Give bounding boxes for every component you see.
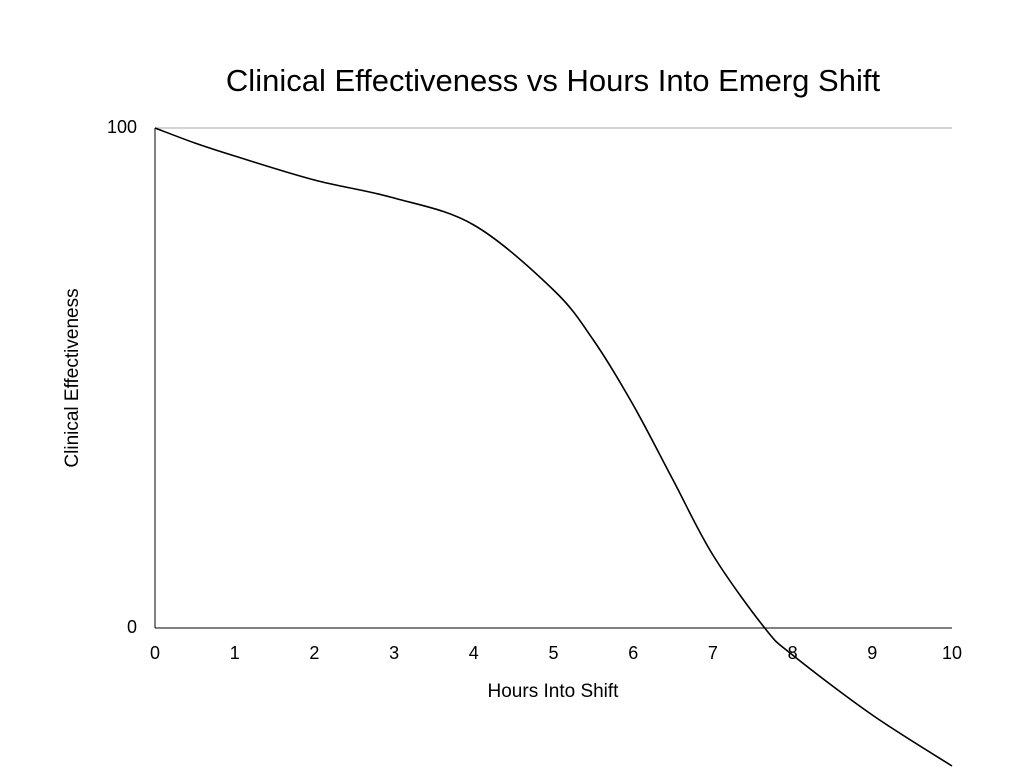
x-tick-label: 3 [389, 643, 399, 663]
x-tick-label: 5 [548, 643, 558, 663]
x-tick-label: 0 [150, 643, 160, 663]
x-tick-label: 1 [230, 643, 240, 663]
line-series [154, 127, 953, 767]
x-tick-label: 8 [788, 643, 798, 663]
x-axis-label: Hours Into Shift [488, 681, 620, 702]
x-tick-label: 7 [708, 643, 718, 663]
x-tick-label: 10 [942, 643, 962, 663]
chart-title: Clinical Effectiveness vs Hours Into Eme… [226, 63, 881, 98]
y-tick-label: 100 [107, 117, 137, 137]
y-axis-label: Clinical Effectiveness [62, 288, 83, 467]
x-tick-label: 9 [867, 643, 877, 663]
x-tick-label: 6 [628, 643, 638, 663]
y-tick-label: 0 [127, 617, 137, 637]
x-tick-label: 2 [309, 643, 319, 663]
x-tick-label: 4 [469, 643, 479, 663]
